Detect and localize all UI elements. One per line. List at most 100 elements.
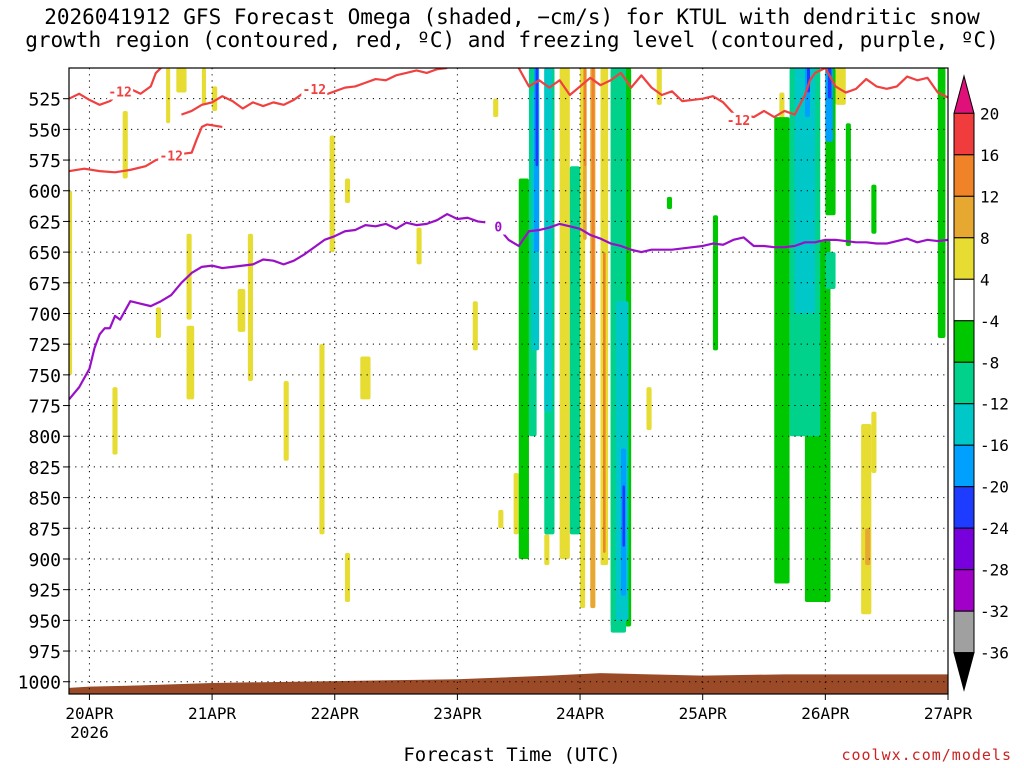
omega-region <box>344 178 351 204</box>
x-tick-label: 21APR <box>188 704 237 723</box>
plot-frame <box>68 67 949 695</box>
omega-region <box>155 307 161 339</box>
omega-region <box>122 110 128 179</box>
colorbar-bin <box>953 610 975 654</box>
y-tick-label: 525 <box>28 90 61 111</box>
contour-lines: -12 -12 -12 -12 0 <box>69 68 948 401</box>
y-tick-label: 875 <box>28 519 61 540</box>
omega-region <box>656 68 662 105</box>
x-axis-label: Forecast Time (UTC) <box>403 744 621 766</box>
omega-region <box>493 98 499 118</box>
y-axis: 525 550 575 600 625 650 675 700 725 750 775 800 825 8… <box>18 90 69 694</box>
colorbar-label: 8 <box>980 229 990 248</box>
x-tick-label: 25APR <box>679 704 728 723</box>
colorbar-label: -36 <box>980 644 1009 663</box>
omega-region <box>865 528 871 566</box>
colorbar-label: -16 <box>980 436 1009 455</box>
colorbar-bin <box>953 444 975 488</box>
colorbar-label: 12 <box>980 187 999 206</box>
colorbar-bin <box>953 652 975 692</box>
colorbar-label: -20 <box>980 478 1009 497</box>
colorbar-label: -28 <box>980 561 1009 580</box>
colorbar-label: -12 <box>980 395 1009 414</box>
colorbar-bin <box>953 74 975 114</box>
omega-shading <box>69 68 946 633</box>
y-tick-label: 925 <box>28 581 61 602</box>
colorbar-label: 16 <box>980 146 999 165</box>
omega-region <box>329 135 335 253</box>
colorbar-bin <box>953 403 975 446</box>
terrain-area <box>69 673 948 694</box>
x-tick-label: 20APR <box>65 704 114 723</box>
credit-text: coolwx.com/models <box>841 746 1012 764</box>
omega-region <box>622 485 626 547</box>
colorbar-bin <box>953 569 975 612</box>
colorbar-label: 4 <box>980 270 990 289</box>
colorbar-bin <box>953 361 975 405</box>
omega-region <box>201 68 206 105</box>
omega-region <box>186 325 195 400</box>
y-tick-label: 775 <box>28 397 61 418</box>
x-tick-label: 26APR <box>801 704 850 723</box>
omega-region <box>937 68 946 339</box>
omega-region <box>871 184 877 234</box>
omega-region <box>569 166 581 535</box>
contour-label-bg <box>107 84 134 100</box>
colorbar-label: -24 <box>980 519 1009 538</box>
colorbar-bin <box>953 112 975 156</box>
omega-region <box>166 68 171 124</box>
omega-region <box>845 123 851 246</box>
omega-region <box>212 86 218 111</box>
omega-region <box>319 344 325 535</box>
omega-region <box>861 423 872 615</box>
omega-region <box>835 68 846 105</box>
y-tick-label: 625 <box>28 212 61 233</box>
grid-lines <box>69 68 949 694</box>
omega-region <box>518 178 529 559</box>
y-tick-label: 650 <box>28 243 61 264</box>
colorbar-label: -4 <box>980 312 999 331</box>
y-tick-label: 950 <box>28 611 61 632</box>
y-tick-label: 600 <box>28 182 61 203</box>
y-tick-label: 700 <box>28 304 61 325</box>
omega-region <box>666 196 673 210</box>
contour-label: 0 <box>494 221 502 236</box>
y-tick-label: 825 <box>28 458 61 479</box>
x-tick-label: 22APR <box>311 704 360 723</box>
contour-label: -12 <box>303 83 326 98</box>
colorbar-bin <box>953 195 975 239</box>
colorbar-label: 20 <box>980 104 999 123</box>
omega-region <box>472 301 478 351</box>
omega-region <box>513 473 519 535</box>
y-tick-label: 750 <box>28 366 61 387</box>
omega-region <box>871 411 877 474</box>
colorbar-bin <box>953 278 975 322</box>
omega-region <box>416 227 422 265</box>
y-tick-label: 900 <box>28 550 61 571</box>
y-tick-label: 975 <box>28 642 61 663</box>
colorbar-bin <box>953 320 975 363</box>
contour-label-bg <box>485 219 512 235</box>
omega-region <box>237 288 246 332</box>
colorbar-label: -32 <box>980 602 1009 621</box>
y-tick-label: 550 <box>28 120 61 141</box>
colorbar-bin <box>953 486 975 529</box>
omega-region <box>344 552 351 602</box>
contour-label-bg <box>301 82 328 98</box>
x-tick-label: 27APR <box>924 704 973 723</box>
contour-label: -12 <box>727 114 750 129</box>
contour-label: -12 <box>159 149 182 164</box>
contour-label-bg <box>158 148 185 164</box>
omega-region <box>712 215 719 351</box>
y-tick-label: 575 <box>28 151 61 172</box>
omega-region <box>69 190 73 375</box>
contour-label: -12 <box>108 86 131 101</box>
colorbar-label: -8 <box>980 353 999 372</box>
omega-region <box>535 68 539 167</box>
omega-region <box>498 509 504 529</box>
omega-region <box>774 117 790 584</box>
omega-region <box>544 534 550 566</box>
omega-region <box>360 356 371 400</box>
